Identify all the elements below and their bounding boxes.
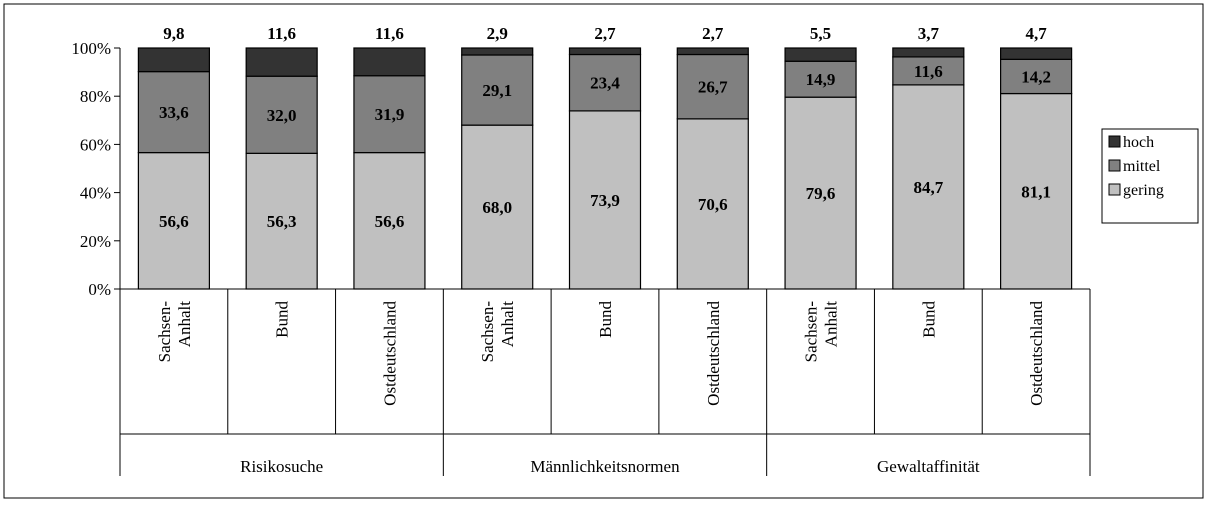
axes-layer: 0%20%40%60%80%100%Sachsen-Anhalt Bund Ostd…	[71, 39, 1091, 476]
x-category-label-line: Bund	[273, 301, 292, 338]
x-category-label-line: Anhalt	[498, 301, 517, 348]
x-category-label: Sachsen-Anhalt	[478, 301, 517, 363]
data-label-hoch: 4,7	[1025, 24, 1047, 43]
bar-segment-mittel	[353, 75, 426, 154]
x-category-label: Ostdeutschland	[1027, 301, 1046, 406]
bar-segment-mittel	[568, 53, 642, 112]
y-tick-label: 80%	[80, 87, 111, 106]
data-label-mittel: 32,0	[267, 106, 297, 125]
data-label-mittel: 33,6	[159, 103, 189, 122]
x-category-label-line: Bund	[596, 301, 615, 338]
data-label-gering: 56,6	[375, 212, 405, 231]
data-label-hoch: 11,6	[267, 24, 296, 43]
y-tick-label: 100%	[71, 39, 111, 58]
data-label-gering: 73,9	[590, 191, 620, 210]
bar-segment-mittel	[676, 53, 749, 120]
bar-segment-gering	[461, 124, 534, 290]
x-category-label-line: Sachsen-	[478, 301, 497, 363]
x-category-label: Sachsen-Anhalt	[155, 301, 194, 363]
data-label-hoch: 2,9	[487, 24, 508, 43]
data-label-gering: 56,3	[267, 212, 297, 231]
data-label-mittel: 14,9	[806, 70, 836, 89]
legend: hoch mittel gering	[1101, 128, 1199, 224]
bar-segment-gering	[1000, 92, 1073, 290]
bar-segment-hoch	[784, 47, 857, 62]
x-group-label: Gewaltaffinität	[877, 457, 980, 476]
data-label-hoch: 9,8	[163, 24, 184, 43]
x-category-label-line: Ostdeutschland	[1027, 301, 1046, 406]
bar-segment-gering	[568, 110, 642, 290]
bar-segment-gering	[892, 84, 965, 290]
bar-segment-hoch	[353, 47, 426, 77]
data-label-mittel: 29,1	[482, 81, 512, 100]
bar-segment-gering	[137, 151, 210, 290]
x-category-label-line: Anhalt	[822, 301, 841, 348]
x-category-label: Ostdeutschland	[380, 301, 399, 406]
data-label-mittel: 26,7	[698, 78, 728, 97]
legend-label-gering: gering	[1123, 182, 1164, 199]
bar-segment-hoch	[676, 47, 749, 56]
x-category-label-line: Sachsen-	[802, 301, 821, 363]
x-category-label-line: Sachsen-	[155, 301, 174, 363]
bar-segment-gering	[353, 151, 426, 290]
bar-segment-hoch	[245, 47, 318, 77]
bar-segment-gering	[245, 152, 318, 290]
x-category-label-line: Bund	[919, 301, 938, 338]
x-category-label-line: Anhalt	[175, 301, 194, 348]
data-label-gering: 56,6	[159, 212, 189, 231]
y-tick-label: 60%	[80, 135, 111, 154]
x-category-label: Bund	[919, 301, 938, 338]
data-label-hoch: 3,7	[918, 24, 940, 43]
bar-segment-hoch	[568, 47, 642, 56]
data-label-mittel: 11,6	[914, 62, 943, 81]
legend-label-mittel: mittel	[1123, 158, 1161, 175]
x-category-label: Sachsen-Anhalt	[802, 301, 841, 363]
bar-segment-hoch	[892, 47, 965, 58]
data-label-mittel: 23,4	[590, 74, 620, 93]
legend-label-hoch: hoch	[1123, 134, 1154, 151]
x-group-label: Männlichkeitsnormen	[530, 457, 680, 476]
legend-swatch-mittel	[1108, 159, 1121, 172]
bar-segment-mittel	[784, 60, 857, 98]
bars-layer: 56,6 33,6 9,8 56,3 32,0 11,6 56,6 31,9 11,6 68,0 2…	[137, 24, 1073, 290]
bar-segment-hoch	[461, 47, 534, 56]
legend-swatch-gering	[1108, 183, 1121, 196]
legend-swatch-hoch	[1108, 135, 1121, 148]
y-tick-label: 20%	[80, 232, 111, 251]
data-label-mittel: 31,9	[375, 105, 405, 124]
bar-segment-mittel	[1000, 58, 1073, 95]
data-label-gering: 70,6	[698, 195, 728, 214]
bar-segment-hoch	[137, 47, 210, 73]
x-group-label: Risikosuche	[240, 457, 323, 476]
data-label-hoch: 5,5	[810, 24, 831, 43]
x-category-label-line: Ostdeutschland	[380, 301, 399, 406]
data-label-gering: 81,1	[1021, 182, 1051, 201]
data-label-gering: 84,7	[913, 178, 943, 197]
bar-segment-hoch	[1000, 47, 1073, 60]
data-label-gering: 68,0	[482, 198, 512, 217]
data-label-mittel: 14,2	[1021, 67, 1051, 86]
bar-segment-mittel	[461, 54, 534, 126]
x-category-label: Bund	[596, 301, 615, 338]
bar-segment-gering	[676, 118, 749, 290]
data-label-hoch: 11,6	[375, 24, 404, 43]
bar-segment-mittel	[245, 75, 318, 154]
x-category-label: Ostdeutschland	[704, 301, 723, 406]
x-category-label: Bund	[273, 301, 292, 338]
y-tick-label: 40%	[80, 184, 111, 203]
y-tick-label: 0%	[88, 280, 111, 299]
data-label-hoch: 2,7	[594, 24, 616, 43]
x-category-label-line: Ostdeutschland	[704, 301, 723, 406]
data-label-gering: 79,6	[806, 184, 836, 203]
bar-segment-mittel	[892, 56, 965, 86]
data-label-hoch: 2,7	[702, 24, 724, 43]
